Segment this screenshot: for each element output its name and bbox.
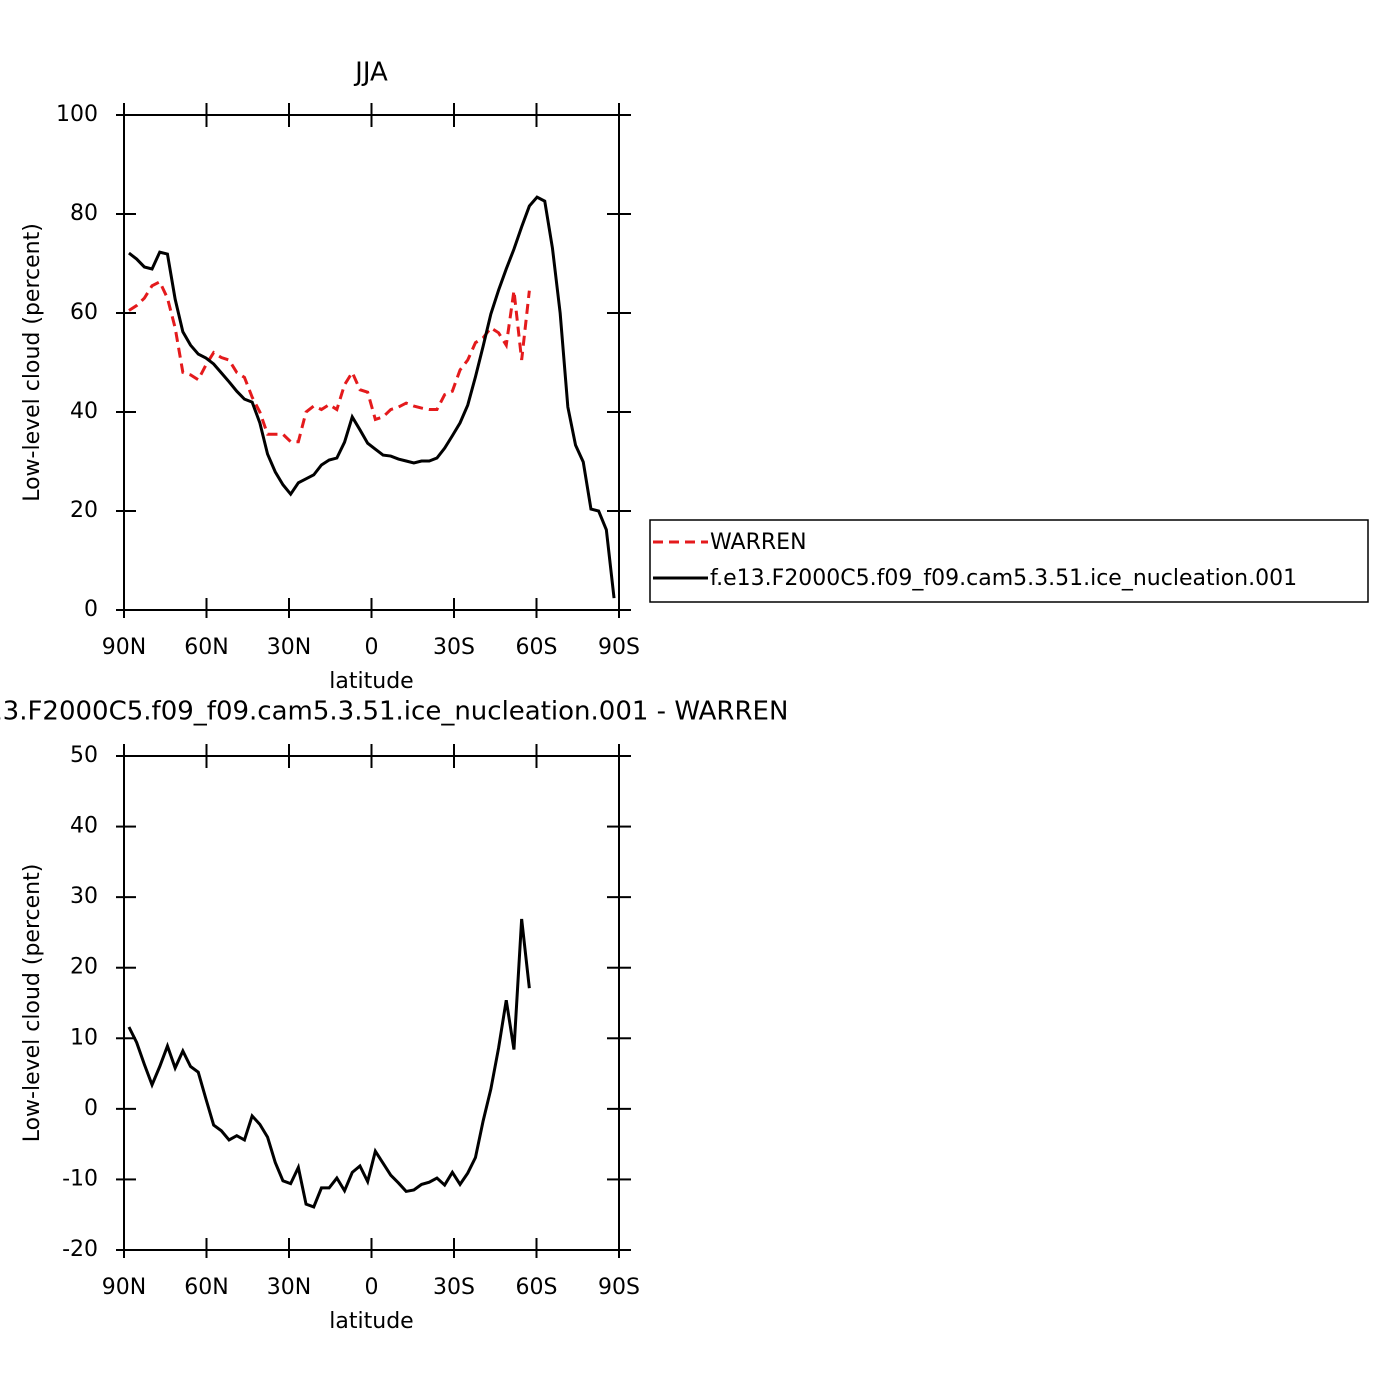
legend-label: f.e13.F2000C5.f09_f09.cam5.3.51.ice_nucl… (710, 566, 1297, 591)
x-tick-label: 0 (365, 635, 379, 660)
data-line (127, 918, 531, 1209)
y-axis-label: Low-level cloud (percent) (20, 223, 45, 502)
y-tick-label: 40 (70, 814, 98, 839)
y-tick-label: 20 (70, 955, 98, 980)
chart-title: f.e13.F2000C5.f09_f09.cam5.3.51.ice_nucl… (0, 697, 788, 727)
x-tick-label: 60N (184, 635, 228, 660)
x-tick-label: 60S (516, 635, 558, 660)
x-tick-label: 30N (267, 635, 311, 660)
x-tick-label: 30S (433, 635, 475, 660)
legend-label: WARREN (710, 530, 807, 555)
y-tick-label: 50 (70, 743, 98, 768)
y-tick-label: 30 (70, 884, 98, 909)
y-tick-label: 80 (70, 201, 98, 226)
plot-frame (123, 114, 620, 611)
x-tick-label: 60S (516, 1275, 558, 1300)
x-tick-label: 30S (433, 1275, 475, 1300)
y-axis-label: Low-level cloud (percent) (20, 864, 45, 1143)
y-tick-label: 100 (56, 102, 98, 127)
y-tick-label: 0 (84, 1096, 98, 1121)
chart-title: JJA (353, 58, 388, 88)
legend-box (649, 519, 1369, 603)
x-tick-label: 0 (365, 1275, 379, 1300)
y-tick-label: 20 (70, 498, 98, 523)
data-line (128, 195, 616, 599)
x-tick-label: 90S (598, 1275, 640, 1300)
plot-frame (123, 755, 620, 1251)
y-tick-label: -10 (62, 1166, 98, 1191)
y-tick-label: 10 (70, 1025, 98, 1050)
x-axis-label: latitude (329, 669, 413, 694)
x-axis-label: latitude (329, 1309, 413, 1334)
y-tick-label: -20 (62, 1237, 98, 1262)
y-tick-label: 40 (70, 399, 98, 424)
x-tick-label: 60N (184, 1275, 228, 1300)
x-tick-label: 90N (102, 635, 146, 660)
y-tick-label: 0 (84, 597, 98, 622)
data-line (128, 279, 531, 444)
y-tick-label: 60 (70, 300, 98, 325)
x-tick-label: 90S (598, 635, 640, 660)
x-tick-label: 90N (102, 1275, 146, 1300)
x-tick-label: 30N (267, 1275, 311, 1300)
